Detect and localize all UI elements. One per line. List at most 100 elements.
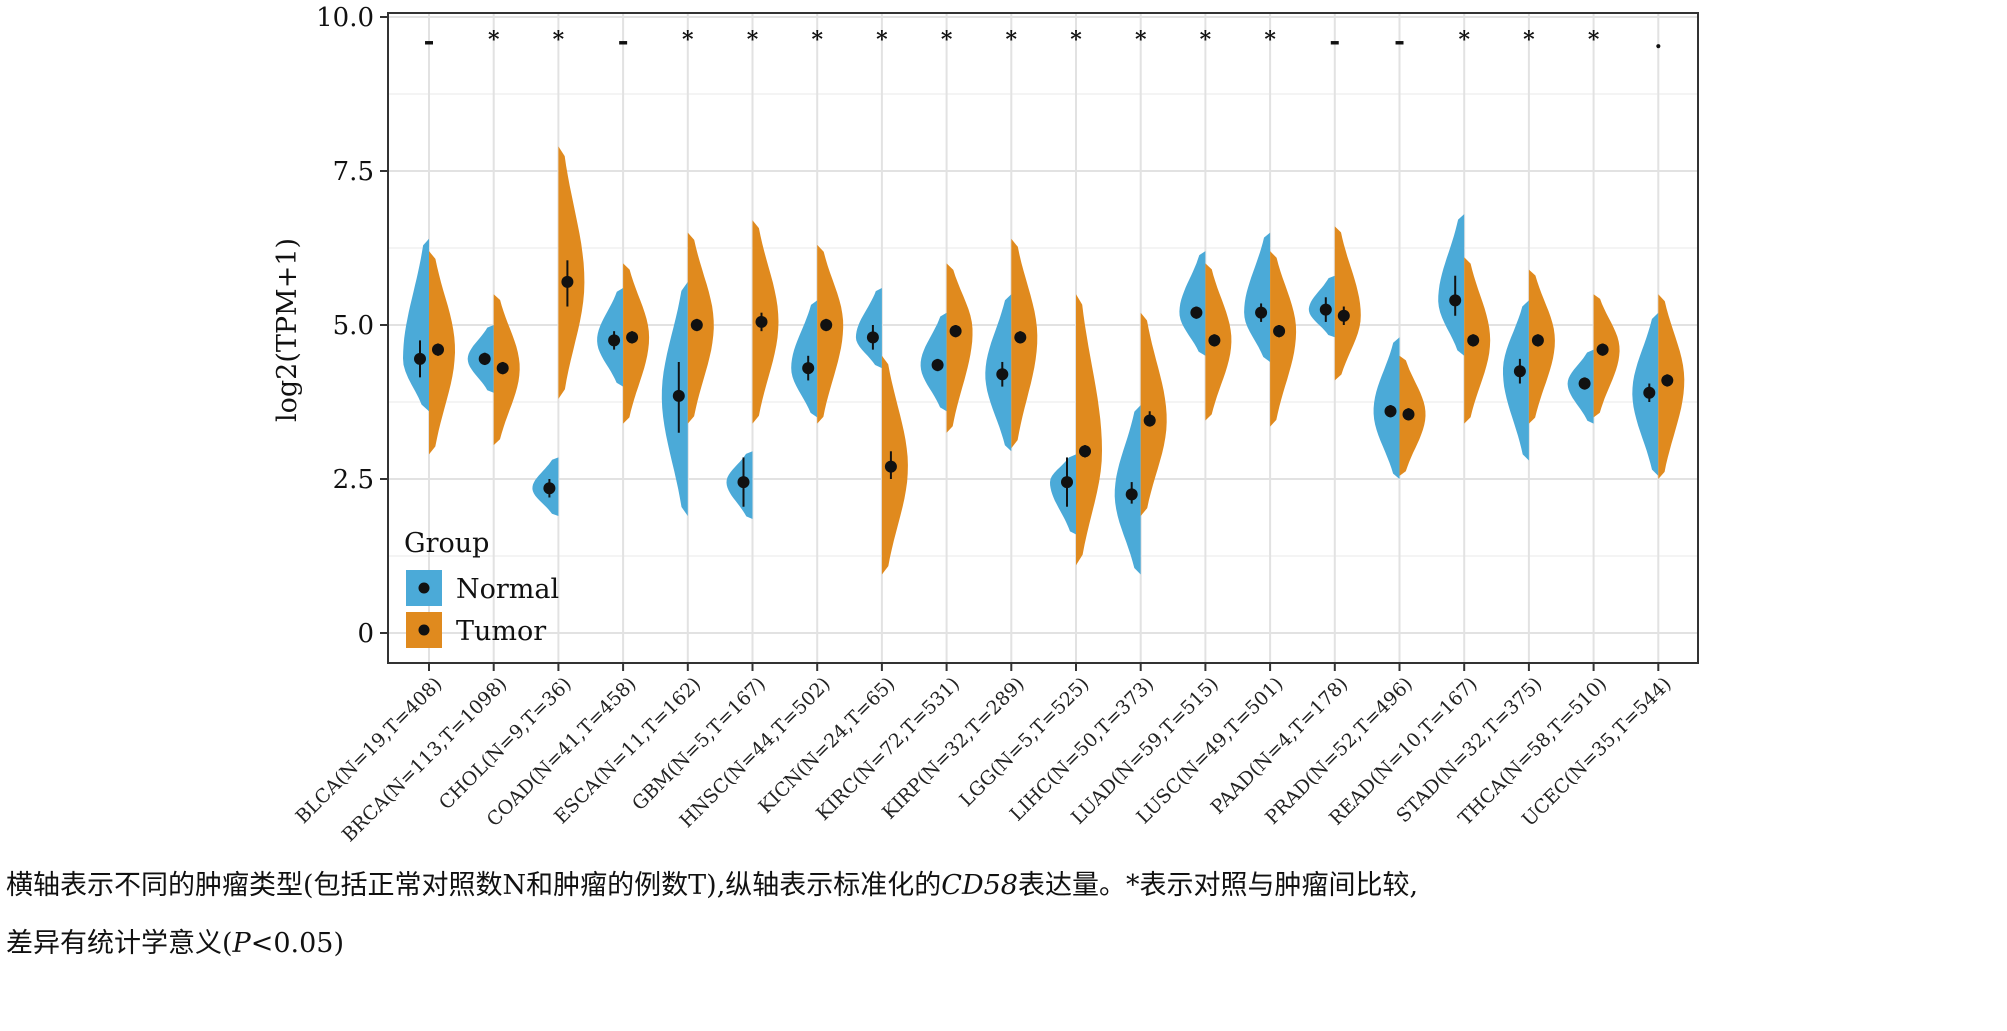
violin-tumor [1593,294,1620,418]
significance-marker: - [1329,27,1340,57]
median-point-tumor [1337,309,1350,322]
figure-caption-line-2: 差异有统计学意义(P<0.05) [6,930,344,957]
significance-marker: * [1588,27,1600,53]
median-point-tumor [1079,445,1091,458]
violin-normal [1114,405,1141,575]
significance-layer: - * * - * * * * * * * * * * - - * * *. [424,27,1663,57]
caption-gene-name: CD58 [941,870,1018,901]
median-point-tumor [561,275,574,288]
significance-marker: * [1458,27,1470,53]
violin-normal [1438,214,1465,356]
violin-tumor [623,263,650,424]
legend-key-normal-dot [418,582,430,594]
violin-tumor [1334,226,1361,381]
violin-normal [403,238,429,412]
violin-normal [1179,251,1206,356]
violin-tumor [1528,269,1555,424]
median-point-normal [1449,294,1462,307]
significance-marker: * [876,27,888,53]
caption-text-d: <0.05) [250,928,344,959]
significance-marker: * [811,27,823,53]
median-point-normal [1384,405,1397,418]
significance-marker: * [488,27,500,53]
significance-marker: - [1394,27,1405,57]
violin-tumor [1270,251,1297,427]
significance-marker: - [424,27,435,57]
median-point-tumor [1273,325,1286,338]
violin-normal [1503,300,1529,461]
median-point-tumor [626,331,639,344]
median-point-tumor [432,343,444,356]
violin-tumor [946,263,973,433]
median-point-normal [1255,306,1268,319]
violin-tumor [558,146,585,399]
significance-marker: * [941,27,953,53]
median-point-normal [1125,488,1138,501]
y-tick-label: 0 [357,619,374,649]
significance-marker: * [553,27,565,53]
median-point-tumor [1014,331,1027,344]
median-point-tumor [1661,374,1674,387]
median-point-normal [1513,365,1526,378]
significance-marker: * [1264,27,1276,53]
median-point-tumor [496,362,509,375]
caption-p-symbol: P [232,928,251,959]
significance-marker: * [1006,27,1018,53]
y-tick-label: 2.5 [333,465,374,495]
median-point-tumor [1596,343,1609,356]
median-point-normal [802,362,815,375]
median-point-tumor [949,325,962,338]
median-point-normal [672,389,685,402]
median-point-tumor [1402,408,1415,421]
median-point-normal [866,331,879,344]
significance-marker: * [1523,27,1535,53]
median-point-tumor [1143,414,1156,427]
significance-marker: - [618,27,629,57]
violin-tumor [1076,294,1102,566]
violin-layer [403,146,1685,575]
violin-normal [1050,454,1076,535]
grid-layer [388,13,1698,663]
median-point-normal [931,359,944,372]
median-point-tumor [1467,334,1480,347]
median-point-normal [1319,303,1332,316]
significance-marker: . [1654,28,1662,54]
legend-label-normal: Normal [456,574,559,605]
violin-tumor [1140,312,1167,516]
median-point-normal [608,334,621,347]
legend: Group Normal Tumor [404,528,559,648]
plot-border [387,12,1699,664]
caption-text-a: 横轴表示不同的肿瘤类型(包括正常对照数N和肿瘤的例数T),纵轴表示标准化的 [6,870,942,901]
significance-marker: * [747,27,759,53]
legend-title: Group [404,528,489,559]
median-point-tumor [690,319,703,331]
significance-marker: * [1200,27,1212,53]
caption-text-c: 差异有统计学意义( [6,928,233,959]
violin-tumor [1011,238,1038,449]
median-point-tumor [1531,334,1544,347]
median-point-normal [1578,377,1591,390]
violin-normal [791,300,818,418]
significance-marker: * [1070,27,1082,53]
median-point-normal [1061,476,1073,489]
legend-key-tumor-dot [418,624,430,636]
plot-background [388,13,1698,663]
median-point-normal [478,352,491,365]
median-point-normal [737,476,750,489]
violin-tumor [817,244,844,424]
median-point-normal [1643,386,1656,399]
marker-layer [414,260,1674,507]
y-tick-label: 5.0 [333,311,374,341]
significance-marker: * [1135,27,1147,53]
median-point-normal [1190,306,1203,319]
median-point-tumor [820,319,833,331]
significance-marker: * [682,27,694,53]
y-tick-label: 7.5 [333,157,374,187]
violin-tumor [1658,294,1685,479]
y-axis-title: log2(TPM+1) [272,238,303,422]
y-tick-label: 10.0 [316,3,374,33]
violin-normal [1244,232,1271,362]
median-point-tumor [884,460,897,473]
median-point-normal [996,368,1009,381]
